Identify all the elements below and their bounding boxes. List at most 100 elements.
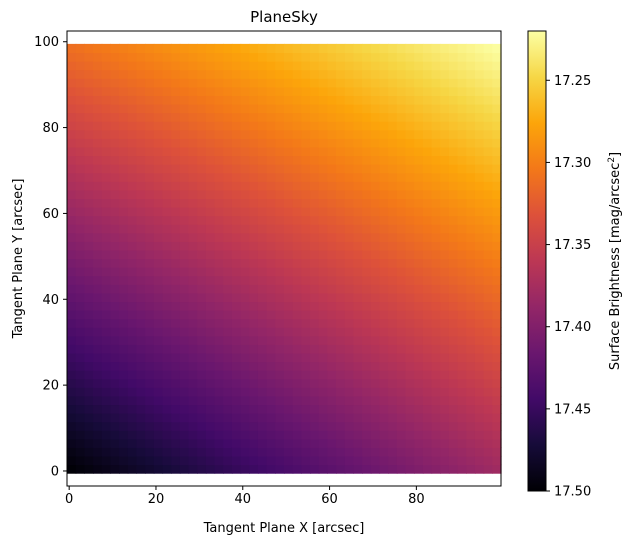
heatmap-cell (440, 61, 450, 71)
heatmap-cell (249, 215, 259, 225)
heatmap-cell (457, 181, 467, 191)
heatmap-cell (145, 438, 155, 448)
heatmap-cell (310, 232, 320, 242)
heatmap-cell (474, 430, 485, 440)
heatmap-cell (327, 301, 337, 311)
heatmap-cell (466, 370, 476, 380)
heatmap-cell (214, 43, 224, 54)
heatmap-cell (84, 464, 94, 474)
heatmap-cell (388, 344, 398, 354)
heatmap-cell (119, 146, 129, 157)
heatmap-cell (284, 61, 294, 71)
heatmap-cell (119, 421, 129, 431)
heatmap-cell (362, 249, 372, 260)
heatmap-cell (353, 78, 363, 88)
heatmap-cell (205, 438, 216, 448)
heatmap-cell (127, 370, 138, 380)
heatmap-cell (231, 378, 242, 388)
heatmap-cell (440, 258, 450, 268)
heatmap-cell (284, 344, 294, 354)
heatmap-cell (396, 275, 407, 285)
heatmap-cell (318, 232, 328, 242)
heatmap-cell (101, 413, 111, 423)
heatmap-cell (153, 138, 164, 148)
heatmap-cell (336, 344, 346, 354)
heatmap-cell (231, 318, 242, 328)
heatmap-cell (188, 224, 198, 234)
heatmap-cell (153, 164, 164, 174)
heatmap-cell (110, 378, 120, 388)
heatmap-cell (353, 52, 363, 62)
heatmap-cell (440, 310, 450, 320)
heatmap-cell (466, 284, 476, 294)
heatmap-cell (275, 413, 285, 423)
heatmap-cell (205, 455, 216, 466)
heatmap-cell (188, 69, 198, 79)
heatmap-cell (310, 267, 320, 277)
heatmap-cell (231, 52, 242, 62)
heatmap-cell (388, 249, 398, 260)
heatmap-cell (249, 421, 259, 431)
heatmap-cell (344, 370, 355, 380)
heatmap-cell (292, 455, 302, 466)
heatmap-cell (362, 121, 372, 131)
heatmap-cell (171, 361, 181, 371)
heatmap-cell (284, 224, 294, 234)
heatmap-cell (379, 292, 389, 303)
heatmap-cell (84, 318, 94, 328)
heatmap-cell (84, 241, 94, 251)
heatmap-cell (492, 335, 502, 345)
heatmap-cell (414, 327, 424, 337)
heatmap-cell (362, 241, 372, 251)
heatmap-cell (362, 335, 372, 345)
heatmap-cell (353, 95, 363, 105)
heatmap-cell (145, 413, 155, 423)
heatmap-cell (474, 172, 485, 182)
heatmap-cell (457, 421, 467, 431)
heatmap-cell (136, 86, 146, 96)
heatmap-cell (448, 378, 459, 388)
heatmap-cell (422, 455, 433, 466)
heatmap-cell (145, 267, 155, 277)
heatmap-cell (448, 438, 459, 448)
heatmap-cell (136, 301, 146, 311)
heatmap-cell (440, 112, 450, 122)
heatmap-cell (318, 344, 328, 354)
heatmap-cell (388, 395, 398, 406)
heatmap-cell (75, 146, 85, 157)
heatmap-cell (84, 189, 94, 199)
heatmap-cell (197, 258, 207, 268)
heatmap-cell (336, 215, 346, 225)
heatmap-cell (405, 464, 415, 474)
heatmap-cell (136, 232, 146, 242)
heatmap-cell (205, 464, 216, 474)
heatmap-cell (257, 78, 268, 88)
heatmap-cell (457, 404, 467, 414)
heatmap-cell (162, 327, 172, 337)
heatmap-cell (353, 284, 363, 294)
heatmap-cell (344, 241, 355, 251)
heatmap-cell (153, 52, 164, 62)
heatmap-cell (284, 258, 294, 268)
heatmap-cell (214, 335, 224, 345)
heatmap-cell (405, 267, 415, 277)
heatmap-cell (284, 284, 294, 294)
heatmap-cell (127, 413, 138, 423)
heatmap-cell (379, 404, 389, 414)
heatmap-cell (414, 258, 424, 268)
heatmap-cell (362, 464, 372, 474)
heatmap-cell (101, 275, 111, 285)
heatmap-cell (396, 189, 407, 199)
heatmap-cell (162, 189, 172, 199)
heatmap-cell (145, 370, 155, 380)
heatmap-cell (75, 455, 85, 466)
heatmap-cell (336, 206, 346, 217)
heatmap-cell (223, 78, 233, 88)
heatmap-cell (67, 155, 77, 165)
heatmap-cell (431, 370, 441, 380)
heatmap-cell (127, 301, 138, 311)
heatmap-cell (396, 361, 407, 371)
heatmap-cell (136, 327, 146, 337)
heatmap-cell (292, 370, 302, 380)
heatmap-cell (362, 352, 372, 363)
